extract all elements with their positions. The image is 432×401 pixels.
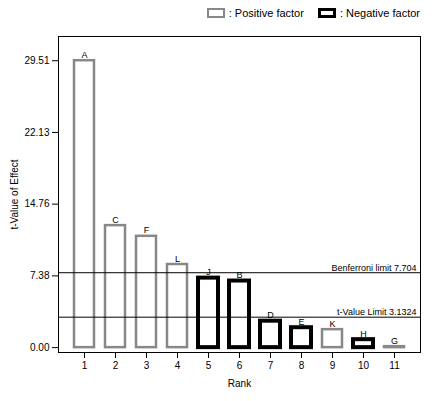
svg-text:F: F: [144, 225, 150, 235]
svg-text:22.13: 22.13: [24, 127, 49, 138]
svg-text:7.38: 7.38: [30, 270, 50, 281]
svg-text:Rank: Rank: [228, 378, 252, 389]
svg-text:8: 8: [299, 360, 305, 371]
svg-text:A: A: [81, 50, 87, 60]
svg-text:B: B: [236, 270, 242, 280]
svg-text:0.00: 0.00: [30, 342, 50, 353]
html-text:: Negative factor: : Negative factor: [339, 7, 420, 19]
svg-text:14.76: 14.76: [24, 198, 49, 209]
svg-text:L: L: [175, 254, 180, 264]
svg-text:t-Value of Effect: t-Value of Effect: [9, 159, 20, 229]
svg-text:t-Value Limit 3.1324: t-Value Limit 3.1324: [337, 307, 416, 317]
svg-text:4: 4: [175, 360, 181, 371]
svg-text:29.51: 29.51: [24, 55, 49, 66]
svg-text:5: 5: [206, 360, 212, 371]
svg-text:J: J: [206, 267, 211, 277]
svg-text:2: 2: [113, 360, 119, 371]
svg-text:10: 10: [358, 360, 370, 371]
html-text:: Positive factor: : Positive factor: [228, 7, 304, 19]
svg-text:E: E: [298, 317, 304, 327]
svg-text:7: 7: [268, 360, 274, 371]
svg-text:6: 6: [237, 360, 243, 371]
svg-text:3: 3: [144, 360, 150, 371]
svg-text:C: C: [112, 215, 119, 225]
svg-text:H: H: [360, 329, 367, 339]
svg-text:1: 1: [82, 360, 88, 371]
svg-text:K: K: [329, 319, 335, 329]
svg-text:11: 11: [389, 360, 400, 371]
svg-text:D: D: [267, 310, 274, 320]
svg-text:G: G: [391, 336, 398, 346]
svg-text:Benferroni limit 7.704: Benferroni limit 7.704: [331, 263, 416, 273]
svg-text:9: 9: [330, 360, 336, 371]
